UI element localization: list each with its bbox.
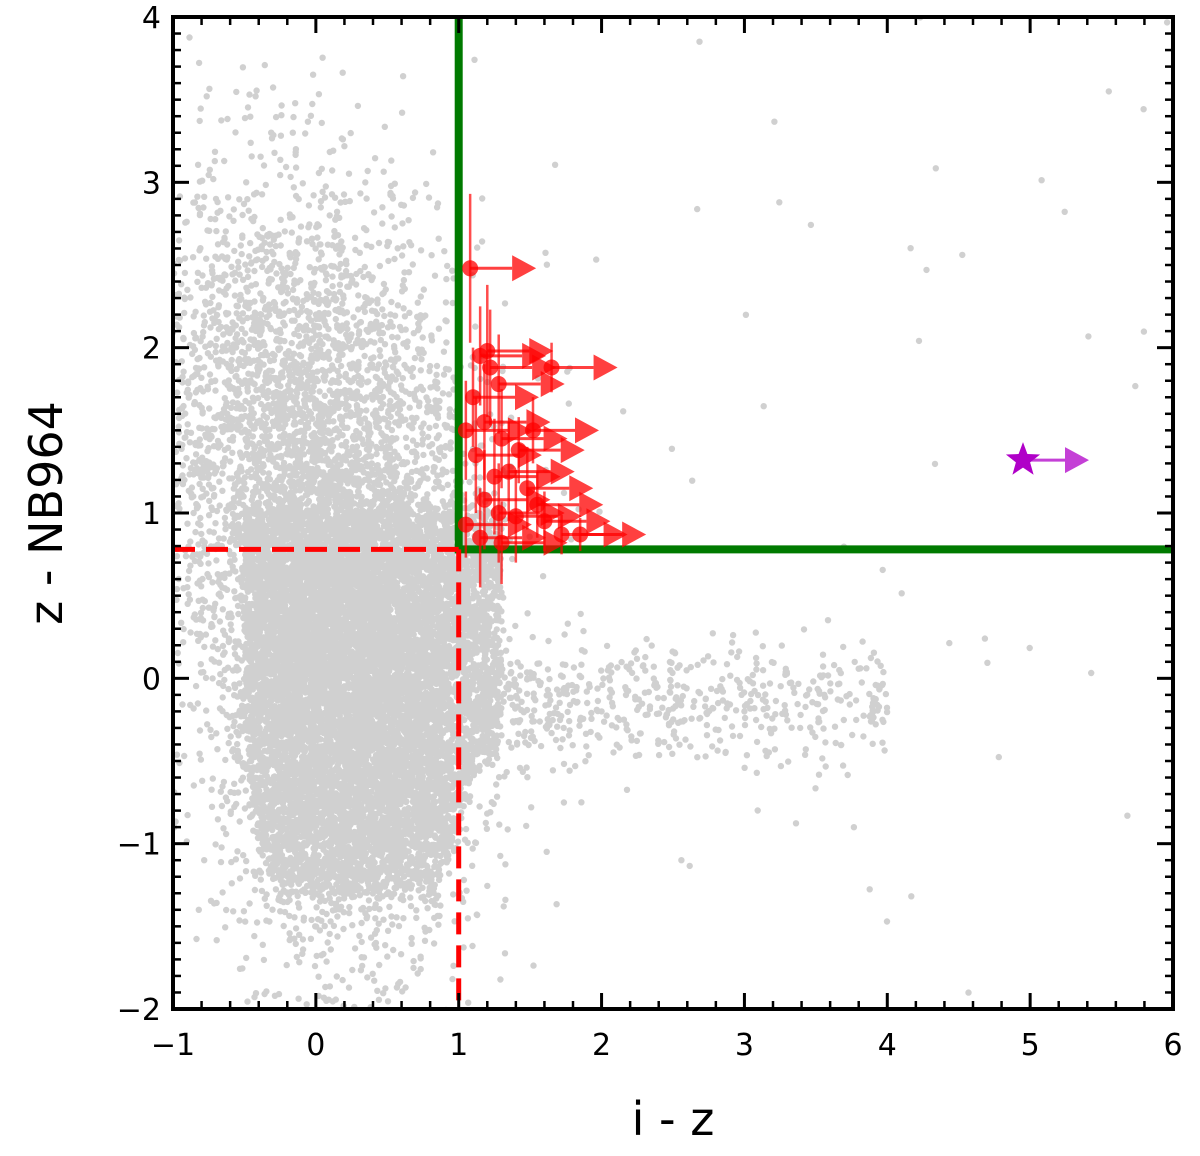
- y-tick-label-0: −2: [117, 993, 161, 1028]
- y-tick-label-1: −1: [117, 828, 161, 863]
- series-0-point-3-marker: [491, 376, 507, 392]
- x-tick-label-1: 0: [306, 1028, 325, 1063]
- series-0-point-5-marker: [544, 360, 560, 376]
- series-0-point-12-arrow-head: [518, 442, 542, 468]
- series-0-point-25-marker: [572, 526, 588, 542]
- series-1-point-0-arrow-head: [1065, 447, 1089, 473]
- series-0-point-20-marker: [536, 513, 552, 529]
- series-0-point-0-marker: [462, 260, 478, 276]
- background-points: [39, 0, 1171, 1140]
- series-0-point-12-marker: [468, 447, 484, 463]
- y-tick-label-5: 3: [142, 166, 161, 201]
- series-0-point-23-marker: [494, 535, 510, 551]
- series-0-point-9-marker: [494, 431, 510, 447]
- y-tick-label-3: 1: [142, 497, 161, 532]
- x-tick-label-4: 3: [735, 1028, 754, 1063]
- series-0-point-22-marker: [472, 530, 488, 546]
- series-0-point-17-marker: [491, 505, 507, 521]
- series-0-point-24-marker: [554, 526, 570, 542]
- y-axis-label: z - NB964: [19, 401, 73, 625]
- series-0-point-6-arrow-head: [515, 384, 539, 410]
- candidate-series: [458, 194, 1089, 587]
- series-0-point-11-arrow-head: [575, 417, 599, 443]
- series-0-point-2-marker: [479, 343, 495, 359]
- y-tick-label-6: 4: [142, 1, 161, 36]
- x-tick-label-7: 6: [1163, 1028, 1182, 1063]
- series-0-point-7-marker: [458, 422, 474, 438]
- background-point-cloud: [39, 0, 1171, 1140]
- x-tick-label-6: 5: [1021, 1028, 1040, 1063]
- x-tick-label-5: 4: [878, 1028, 897, 1063]
- series-0-point-14-marker: [501, 464, 517, 480]
- series-0-point-8-marker: [476, 414, 492, 430]
- series-0-point-10-arrow-head: [561, 437, 585, 463]
- series-0-point-11-marker: [525, 422, 541, 438]
- series-0-point-13-marker: [486, 469, 502, 485]
- series-0-point-6-marker: [465, 389, 481, 405]
- y-tick-label-2: 0: [142, 662, 161, 697]
- x-axis-label: i - z: [632, 1092, 715, 1146]
- series-1-point-0-star-marker: [1006, 442, 1040, 475]
- series-0-point-25-arrow-head: [622, 521, 646, 547]
- x-tick-label-3: 2: [592, 1028, 611, 1063]
- y-tick-label-4: 2: [142, 332, 161, 367]
- series-0-point-16-marker: [476, 492, 492, 508]
- series-0-point-19-marker: [529, 497, 545, 513]
- series-0-point-5-arrow-head: [594, 355, 618, 381]
- series-0-point-21-marker: [458, 517, 474, 533]
- x-tick-label-0: −1: [151, 1028, 195, 1063]
- series-0-point-0-arrow-head: [512, 255, 536, 281]
- x-tick-label-2: 1: [449, 1028, 468, 1063]
